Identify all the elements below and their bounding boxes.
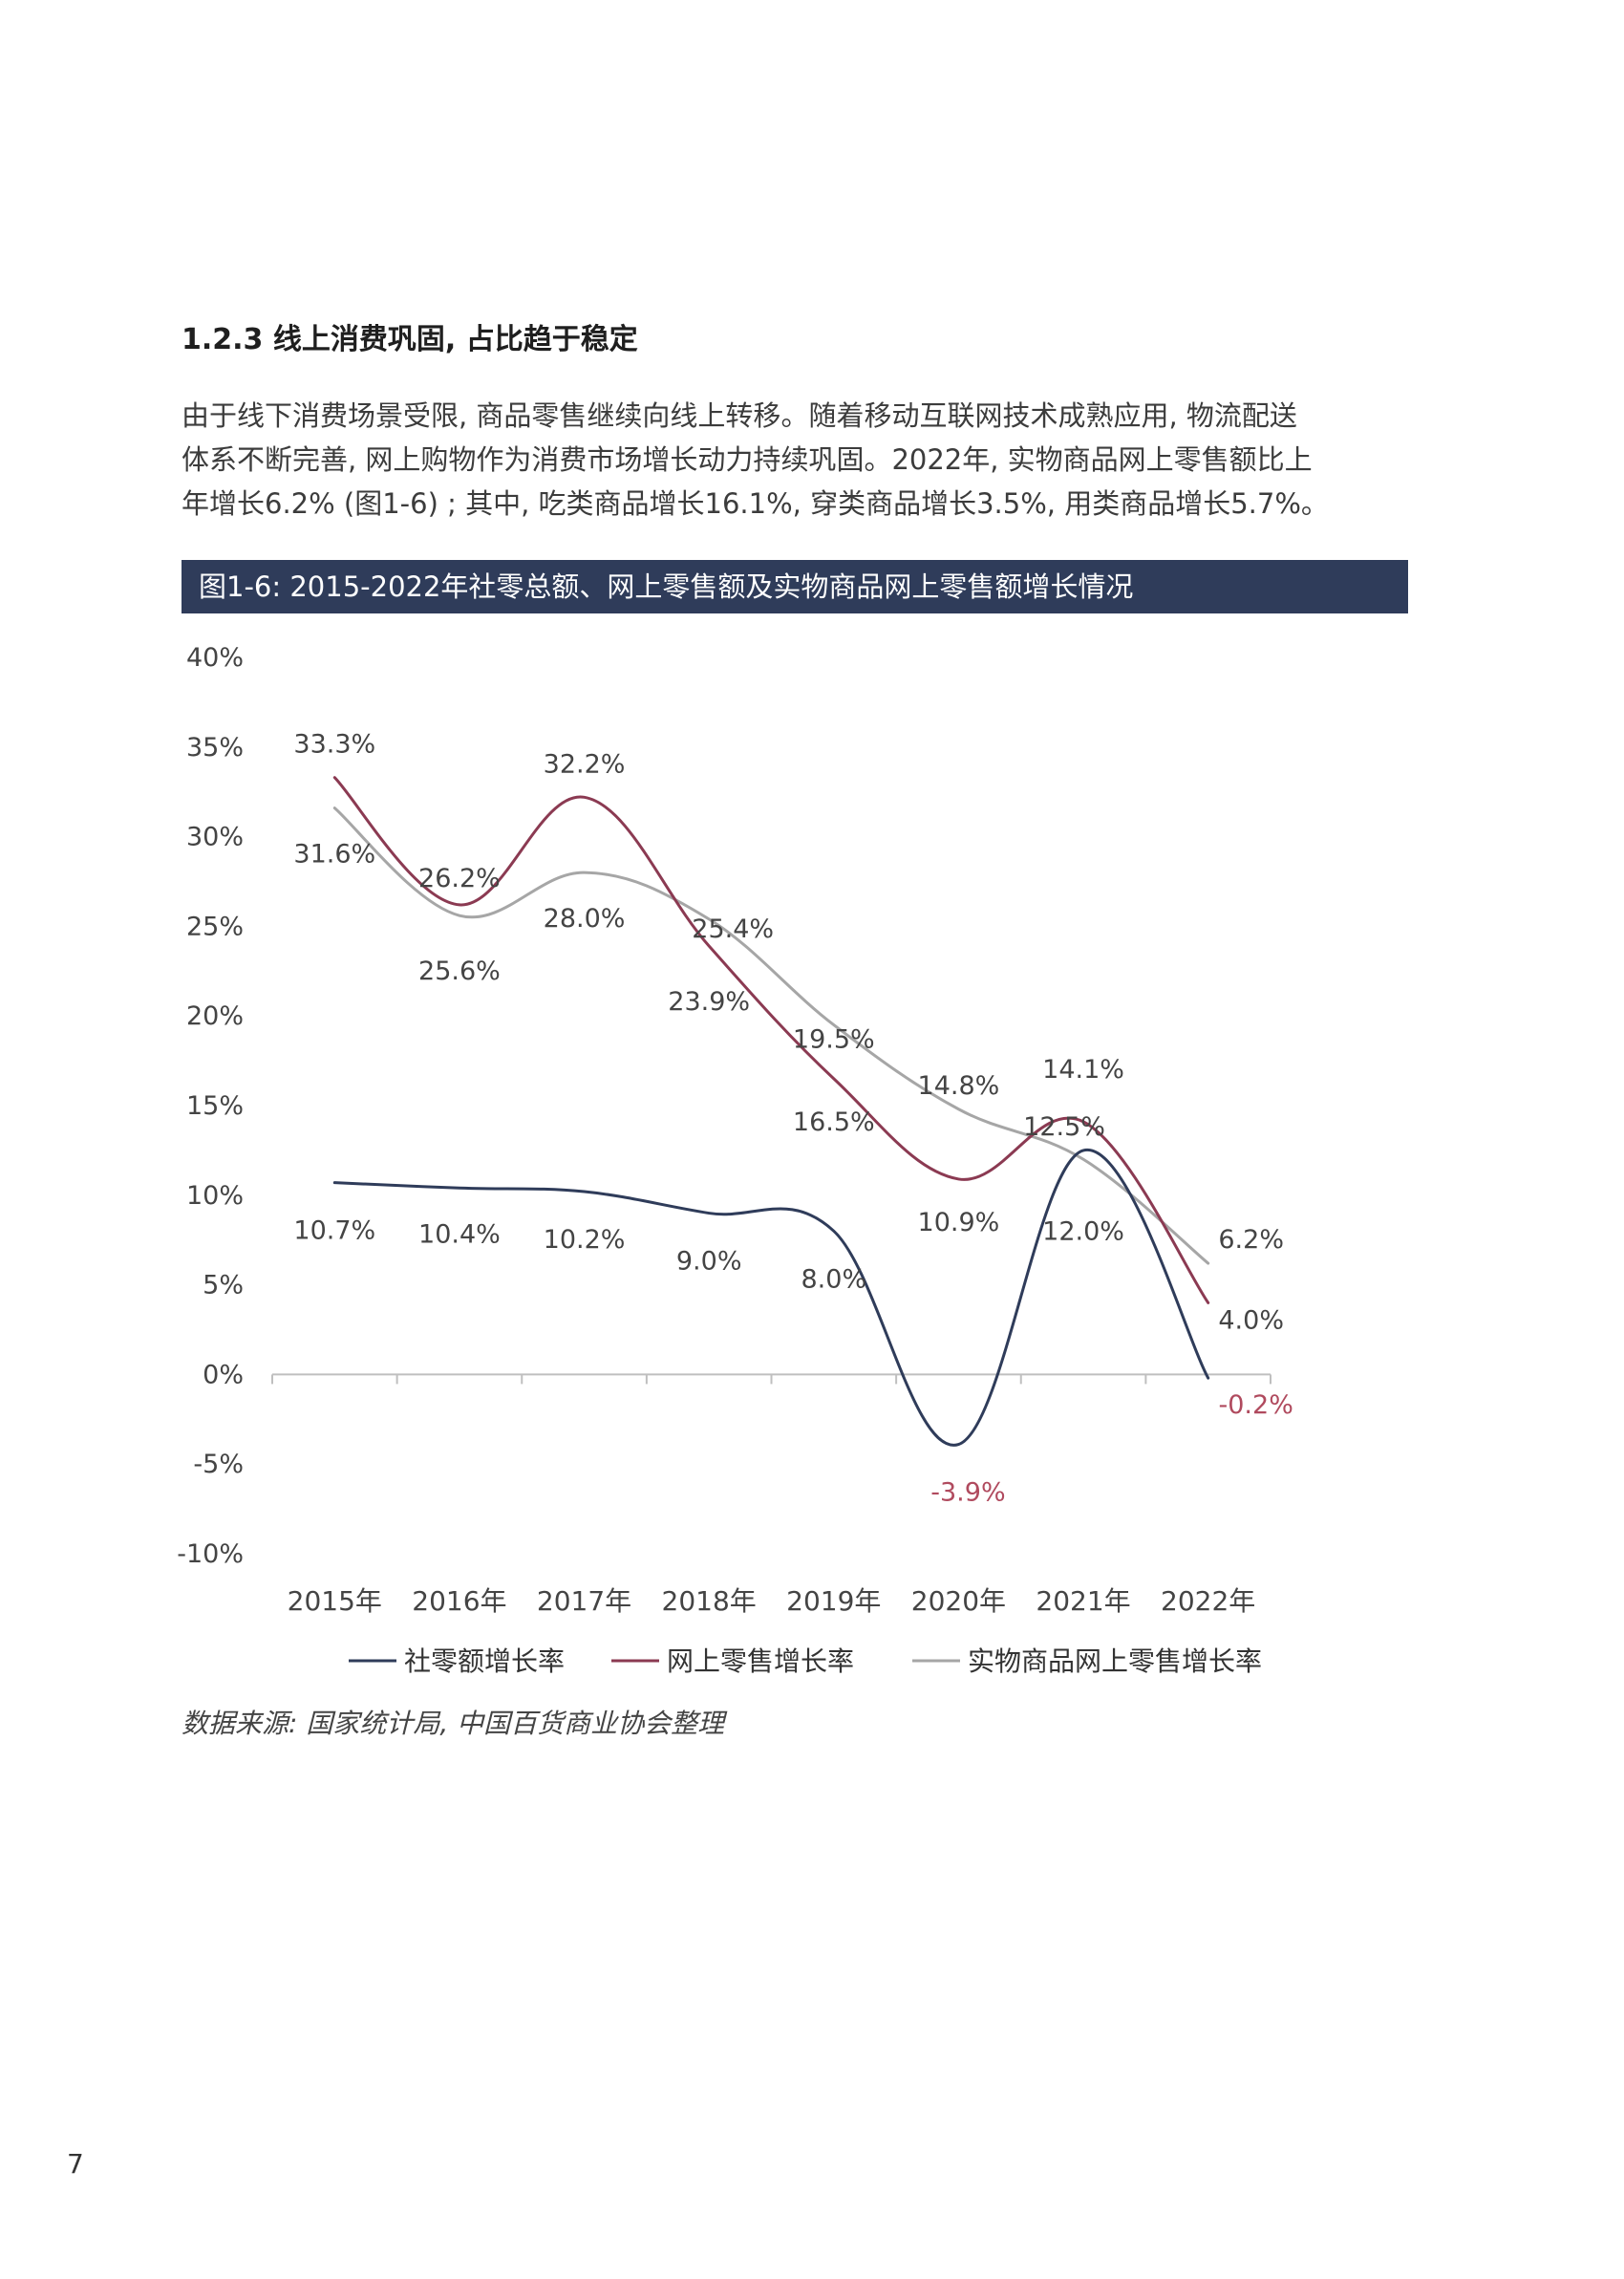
x-tick-label: 2021年 [1036, 1585, 1130, 1617]
y-tick-label: 0% [203, 1360, 244, 1389]
data-label: 14.1% [1042, 1055, 1124, 1085]
x-tick-label: 2016年 [412, 1585, 506, 1617]
y-tick-label: 35% [186, 733, 244, 763]
data-label: 12.0% [1042, 1216, 1124, 1246]
legend-label: 网上零售增长率 [667, 1645, 854, 1677]
data-label: 26.2% [418, 864, 501, 893]
growth-line-chart: -10% -5% 0% 5% 10% 15% 20% 25% 30% 35% 40% 2015年 201… [177, 643, 1293, 1677]
paragraph-line: 体系不断完善, 网上购物作为消费市场增长动力持续巩固。2022年, 实物商品网上… [182, 443, 1313, 476]
body-paragraph: 由于线下消费场景受限, 商品零售继续向线上转移。随着移动互联网技术成熟应用, 物… [182, 394, 1414, 526]
data-label: 33.3% [293, 730, 375, 760]
data-label: 16.5% [793, 1107, 875, 1137]
series-line-2 [332, 776, 1210, 1304]
data-source-note: 数据来源: 国家统计局, 中国百货商业协会整理 [182, 1708, 725, 1739]
data-label: 6.2% [1218, 1225, 1284, 1255]
data-label: -0.2% [1219, 1390, 1293, 1420]
paragraph-line: 由于线下消费场景受限, 商品零售继续向线上转移。随着移动互联网技术成熟应用, 物… [182, 399, 1297, 432]
paragraph-line: 年增长6.2% (图1-6) ; 其中, 吃类商品增长16.1%, 穿类商品增长… [182, 487, 1329, 520]
legend-label: 实物商品网上零售增长率 [968, 1645, 1262, 1677]
y-tick-label: -5% [193, 1450, 244, 1479]
y-tick-label: 10% [186, 1181, 244, 1211]
x-tick-label: 2019年 [786, 1585, 881, 1617]
x-tick-label: 2017年 [537, 1585, 631, 1617]
y-tick-label: -10% [177, 1539, 244, 1569]
data-label: 8.0% [801, 1264, 867, 1294]
data-label: 32.2% [544, 749, 626, 779]
data-label: 28.0% [544, 904, 626, 934]
y-tick-label: 5% [203, 1271, 244, 1301]
x-tick-label: 2020年 [911, 1585, 1006, 1617]
data-label: 19.5% [793, 1025, 875, 1055]
y-tick-label: 15% [186, 1091, 244, 1121]
series-line-1 [332, 1149, 1210, 1447]
y-tick-label: 25% [186, 912, 244, 941]
y-tick-label: 30% [186, 823, 244, 852]
legend-label: 社零额增长率 [404, 1645, 565, 1677]
data-label: 9.0% [676, 1247, 742, 1277]
data-label: 10.7% [293, 1216, 375, 1246]
data-label: 14.8% [918, 1071, 1000, 1101]
data-label: 25.4% [692, 914, 774, 944]
data-label: 25.6% [418, 957, 501, 986]
data-label: -3.9% [930, 1478, 1005, 1508]
data-label: 12.5% [1023, 1112, 1105, 1142]
data-label: 23.9% [668, 987, 750, 1017]
data-label: 10.9% [918, 1208, 1000, 1237]
data-label: 4.0% [1218, 1305, 1284, 1335]
section-title: 1.2.3 线上消费巩固, 占比趋于稳定 [182, 323, 638, 356]
figure-caption-bar: 图1-6: 2015-2022年社零总额、网上零售额及实物商品网上零售额增长情况 [182, 560, 1408, 613]
x-tick-label: 2022年 [1161, 1585, 1255, 1617]
page-number: 7 [67, 2148, 84, 2180]
y-tick-label: 40% [186, 643, 244, 673]
data-label: 31.6% [293, 840, 375, 870]
data-label: 10.4% [418, 1219, 501, 1249]
x-tick-label: 2015年 [288, 1585, 382, 1617]
data-label: 10.2% [544, 1225, 626, 1255]
x-tick-label: 2018年 [662, 1585, 757, 1617]
y-tick-label: 20% [186, 1001, 244, 1031]
